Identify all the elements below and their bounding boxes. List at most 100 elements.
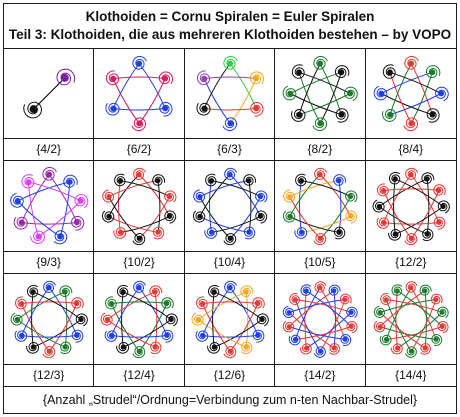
clothoid-connector [111, 301, 168, 304]
spiral-center-dot [153, 289, 159, 295]
title-line-2: Teil 3: Klothoiden, die aus mehreren Klo… [8, 27, 452, 42]
spiral-center-dot [255, 301, 261, 306]
spiral-center-dot [201, 105, 207, 112]
spiral-center-dot [227, 60, 233, 67]
spiral-center-dot [136, 60, 143, 67]
clothoid-connector [121, 291, 125, 348]
figure-grid: {4/2} {6/2} {6/3} {8/2} {8/4} {9/3} {10/2} {10/… [4, 48, 456, 388]
clothoid-connector [229, 303, 259, 352]
clothoid-connector [319, 72, 343, 124]
spiral-center-dot [121, 344, 127, 350]
spiral-center-dot [435, 188, 441, 193]
spiral-center-dot [74, 301, 80, 306]
spiral-center-dot [78, 317, 84, 322]
spiral-center-dot [429, 69, 435, 76]
clothoid-connector [211, 291, 215, 348]
spiral-center-dot [296, 111, 303, 118]
spiral-center-dot [392, 231, 398, 237]
clothoid-connector [392, 178, 396, 235]
spiral-center-dot [106, 194, 112, 200]
spiral-center-dot [211, 289, 217, 295]
spiral-center-dot [408, 236, 414, 241]
spiral-center-dot [304, 346, 309, 351]
clothoid-connector [378, 206, 427, 235]
spiral-center-dot [19, 301, 24, 306]
spiral-center-dot [433, 337, 439, 342]
spiral-center-dot [121, 289, 127, 295]
spiral-center-dot [35, 233, 42, 240]
clothoid-connector [28, 181, 81, 202]
clothoid-drawing [282, 56, 358, 131]
clothoid-connector [245, 291, 249, 348]
spiral-center-dot [317, 172, 323, 177]
clothoid-connector [394, 178, 444, 207]
spiral-center-dot [257, 194, 263, 200]
spiral-center-dot [77, 198, 84, 204]
clothoid-connector [21, 174, 50, 223]
spiral-center-dot [199, 301, 205, 306]
clothoid-connector [203, 78, 231, 124]
clothoid-connector [383, 188, 439, 191]
clothoid-connector [118, 180, 122, 233]
spiral-center-dot [167, 194, 173, 200]
spiral-center-dot [110, 105, 117, 112]
clothoid-connector [197, 319, 247, 348]
spiral-center-dot [60, 73, 69, 82]
spiral-center-dot [424, 231, 430, 237]
spiral-center-dot [18, 219, 25, 226]
clothoid-connector [389, 71, 442, 94]
spiral-center-dot [386, 69, 393, 76]
clothoid-drawing [102, 167, 177, 246]
spiral-center-dot [377, 90, 384, 97]
spiral-center-dot [118, 229, 124, 235]
spiral-center-dot [287, 213, 293, 219]
spiral-center-dot [62, 289, 68, 295]
figure-label: {12/6} [184, 365, 276, 387]
spiral-center-dot [162, 105, 169, 112]
figure-label: {12/2} [365, 252, 456, 274]
spiral-center-dot [66, 179, 73, 185]
spiral-center-dot [46, 285, 52, 290]
clothoid-connector [383, 222, 439, 225]
spiral-center-dot [407, 60, 414, 67]
spiral-center-dot [227, 236, 233, 241]
clothoid-figure [94, 274, 185, 365]
spiral-center-dot [246, 178, 252, 184]
clothoid-connector [21, 222, 77, 225]
spiral-center-dot [208, 178, 214, 184]
spiral-center-dot [19, 333, 24, 338]
clothoid-connector [113, 63, 140, 109]
spiral-center-dot [136, 120, 143, 127]
clothoid-drawing [282, 281, 358, 358]
spiral-center-dot [208, 229, 214, 235]
spiral-center-dot [377, 310, 382, 315]
clothoid-drawing [105, 56, 174, 131]
clothoid-figure [365, 48, 456, 139]
clothoid-figure [365, 161, 456, 252]
clothoid-connector [424, 290, 427, 349]
spiral-center-dot [137, 172, 143, 177]
spiral-center-dot [392, 176, 398, 182]
clothoid-drawing [372, 167, 450, 246]
clothoid-connector [203, 76, 257, 79]
spiral-center-dot [422, 288, 427, 293]
figure-label: {12/4} [94, 365, 185, 387]
spiral-center-dot [437, 90, 444, 97]
clothoid-connector [298, 63, 321, 115]
clothoid-connector [290, 93, 342, 116]
spiral-center-dot [46, 349, 52, 354]
spiral-center-dot [211, 344, 217, 350]
spiral-center-dot [199, 333, 205, 338]
footer-caption: {Anzahl „Strudel“/Ordnung=Verbindung zum… [42, 393, 418, 407]
spiral-center-dot [62, 344, 68, 350]
clothoid-figure [184, 48, 276, 139]
spiral-center-dot [304, 288, 309, 293]
spiral-center-dot [380, 220, 386, 225]
spiral-center-dot [318, 349, 323, 354]
clothoid-connector [203, 63, 231, 109]
spiral-center-dot [338, 69, 345, 76]
spiral-center-dot [317, 60, 324, 67]
clothoid-connector [17, 181, 70, 202]
clothoid-connector [33, 77, 66, 110]
spiral-center-dot [137, 285, 143, 290]
